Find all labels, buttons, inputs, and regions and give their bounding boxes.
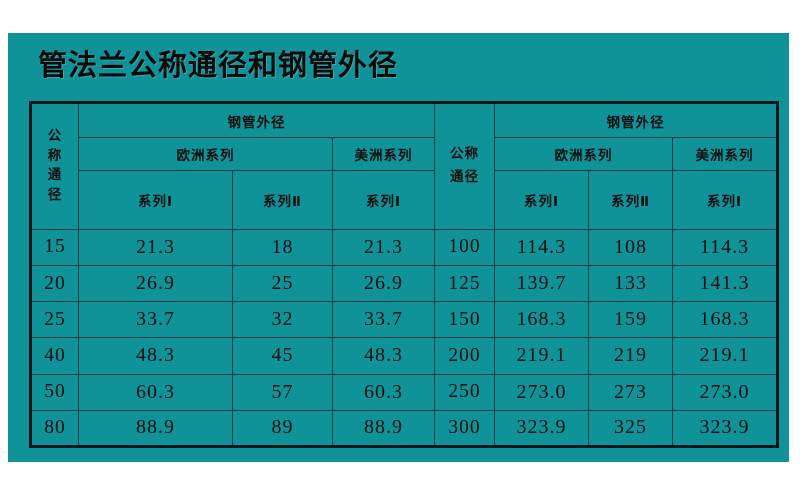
cell-am1-left: 26.9 — [331, 264, 436, 303]
cell-eu2-left: 18 — [232, 228, 333, 266]
cell-dn-left: 80 — [30, 409, 79, 448]
cell-am1-right: 168.3 — [672, 301, 779, 339]
cell-eu1-left: 60.3 — [78, 373, 233, 411]
cell-eu2-right: 219 — [588, 337, 674, 375]
cell-eu2-right: 108 — [588, 228, 674, 266]
cell-am1-left: 88.9 — [331, 409, 436, 448]
table-row: 20 26.9 25 26.9 125 139.7 133 141.3 — [30, 264, 779, 303]
header-row-2: 欧洲系列 美洲系列 欧洲系列 美洲系列 — [31, 137, 779, 172]
cell-dn-right: 250 — [434, 373, 496, 411]
cell-dn-left: 25 — [30, 301, 79, 339]
header-america-series-left: 美洲系列 — [331, 137, 436, 172]
cell-dn-right: 300 — [434, 409, 496, 448]
cell-dn-left: 15 — [30, 228, 79, 266]
header-america-series-right: 美洲系列 — [672, 137, 779, 172]
cell-dn-right: 200 — [434, 337, 496, 375]
header-row-1: 公称通径 钢管外径 公称 通径 钢管外径 — [30, 101, 779, 230]
header-series-1-eu-left: 系列Ⅰ — [78, 170, 233, 230]
cell-eu2-left: 57 — [232, 373, 333, 411]
header-outer-diameter-left: 钢管外径 — [77, 101, 436, 139]
cell-eu2-right: 325 — [588, 409, 674, 448]
cell-am1-right: 141.3 — [672, 264, 779, 303]
table-row: 25 33.7 32 33.7 150 168.3 159 168.3 — [30, 301, 779, 339]
table-row: 80 88.9 89 88.9 300 323.9 325 323.9 — [30, 409, 779, 448]
cell-dn-left: 40 — [30, 337, 79, 375]
cell-eu1-right: 219.1 — [494, 337, 590, 375]
table-row: 15 21.3 18 21.3 100 114.3 108 114.3 — [30, 228, 779, 266]
cell-eu1-right: 273.0 — [494, 373, 590, 411]
cell-eu2-left: 25 — [232, 264, 333, 303]
cell-dn-right: 150 — [434, 301, 496, 339]
cell-am1-right: 114.3 — [672, 228, 779, 266]
table-row: 40 48.3 45 48.3 200 219.1 219 219.1 — [30, 337, 779, 375]
cell-eu1-left: 26.9 — [78, 264, 233, 303]
header-series-1-am-right: 系列Ⅰ — [672, 170, 779, 230]
header-series-1-am-left: 系列Ⅰ — [331, 170, 436, 230]
cell-eu2-right: 273 — [588, 373, 674, 411]
header-row-3: 系列Ⅰ 系列Ⅱ 系列Ⅰ 系列Ⅰ 系列Ⅱ 系列Ⅰ — [31, 170, 779, 230]
cell-eu2-left: 32 — [232, 301, 333, 339]
cell-am1-left: 48.3 — [331, 337, 436, 375]
cell-am1-right: 323.9 — [672, 409, 779, 448]
page-title: 管法兰公称通径和钢管外径 — [38, 48, 399, 82]
cell-eu1-left: 88.9 — [78, 409, 233, 448]
cell-eu1-left: 21.3 — [78, 228, 233, 266]
cell-dn-right: 100 — [434, 228, 496, 266]
cell-am1-left: 33.7 — [331, 301, 436, 339]
cell-dn-right: 125 — [434, 264, 496, 303]
spec-table-container: 公称通径 钢管外径 公称 通径 钢管外径 欧洲系列 美洲系列 欧洲系列 美洲系列 … — [29, 101, 780, 448]
cell-eu2-left: 89 — [232, 409, 333, 448]
header-series-2-eu-right: 系列Ⅱ — [588, 170, 674, 230]
cell-eu1-left: 33.7 — [78, 301, 233, 339]
cell-am1-right: 273.0 — [672, 373, 779, 411]
teal-panel: 管法兰公称通径和钢管外径 公称通径 钢管外径 公称 通径 钢管外径 欧洲系列 — [8, 33, 789, 462]
cell-am1-left: 60.3 — [331, 373, 436, 411]
header-series-1-eu-right: 系列Ⅰ — [494, 170, 590, 230]
cell-eu1-right: 114.3 — [494, 228, 590, 266]
cell-eu1-right: 168.3 — [494, 301, 590, 339]
cell-am1-left: 21.3 — [331, 228, 436, 266]
header-dn-left: 公称通径 — [30, 102, 79, 230]
cell-eu2-right: 133 — [588, 264, 674, 303]
header-europe-series-left: 欧洲系列 — [78, 137, 333, 172]
cell-dn-left: 20 — [30, 264, 79, 303]
cell-eu2-left: 45 — [232, 337, 333, 375]
header-outer-diameter-right: 钢管外径 — [494, 101, 779, 139]
cell-am1-right: 219.1 — [672, 337, 779, 375]
header-dn-right: 公称 通径 — [434, 102, 496, 230]
header-europe-series-right: 欧洲系列 — [494, 137, 674, 172]
pipe-flange-spec-table: 公称通径 钢管外径 公称 通径 钢管外径 欧洲系列 美洲系列 欧洲系列 美洲系列 … — [29, 101, 780, 448]
cell-eu1-left: 48.3 — [78, 337, 233, 375]
cell-dn-left: 50 — [30, 373, 79, 411]
table-row: 50 60.3 57 60.3 250 273.0 273 273.0 — [30, 373, 779, 411]
cell-eu1-right: 323.9 — [494, 409, 590, 448]
cell-eu2-right: 159 — [588, 301, 674, 339]
header-series-2-eu-left: 系列Ⅱ — [232, 170, 333, 230]
cell-eu1-right: 139.7 — [494, 264, 590, 303]
